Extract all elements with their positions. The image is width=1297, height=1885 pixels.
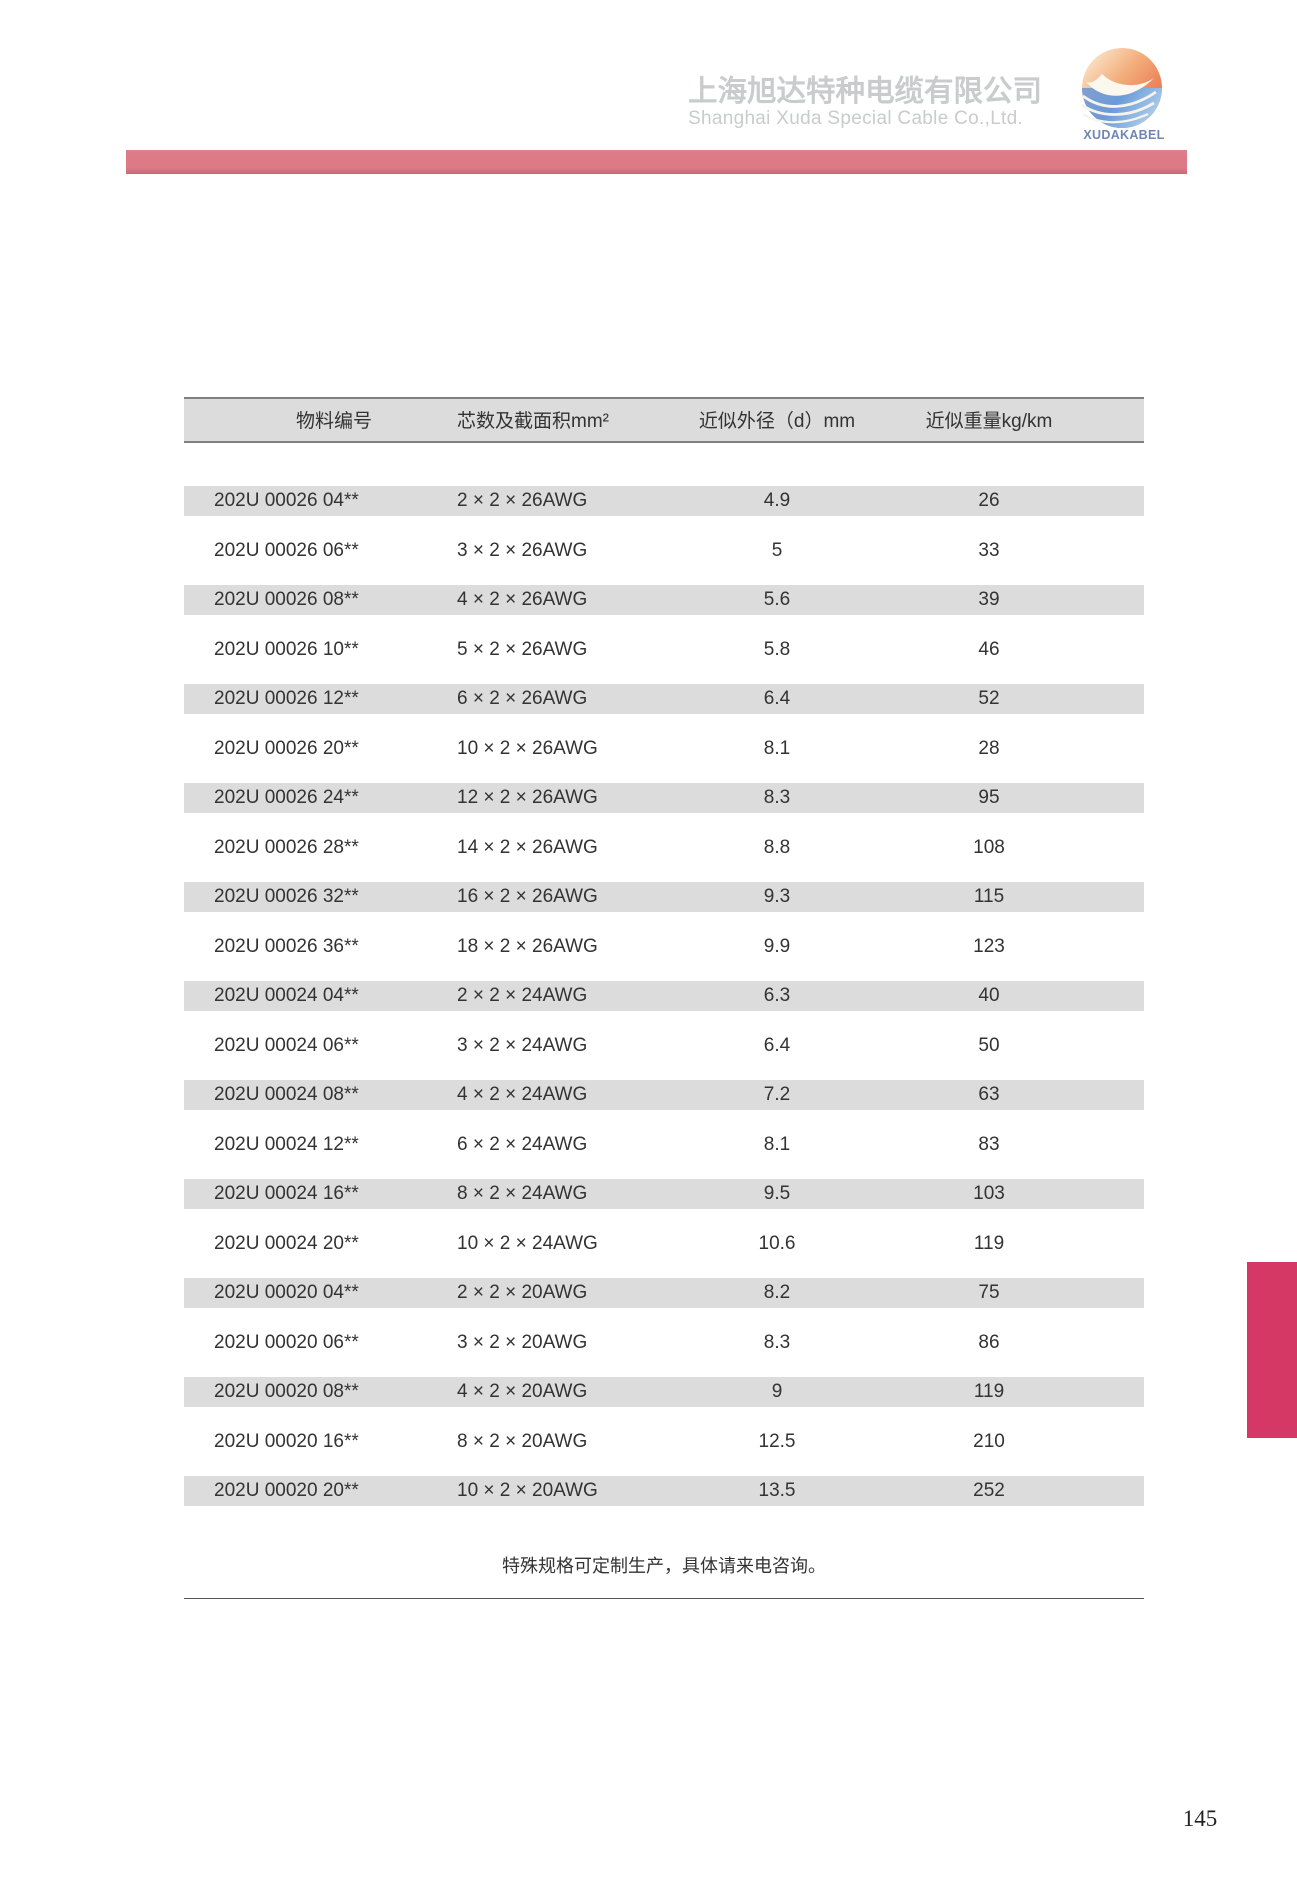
- svg-text:XUDAKABEL: XUDAKABEL: [1083, 128, 1164, 142]
